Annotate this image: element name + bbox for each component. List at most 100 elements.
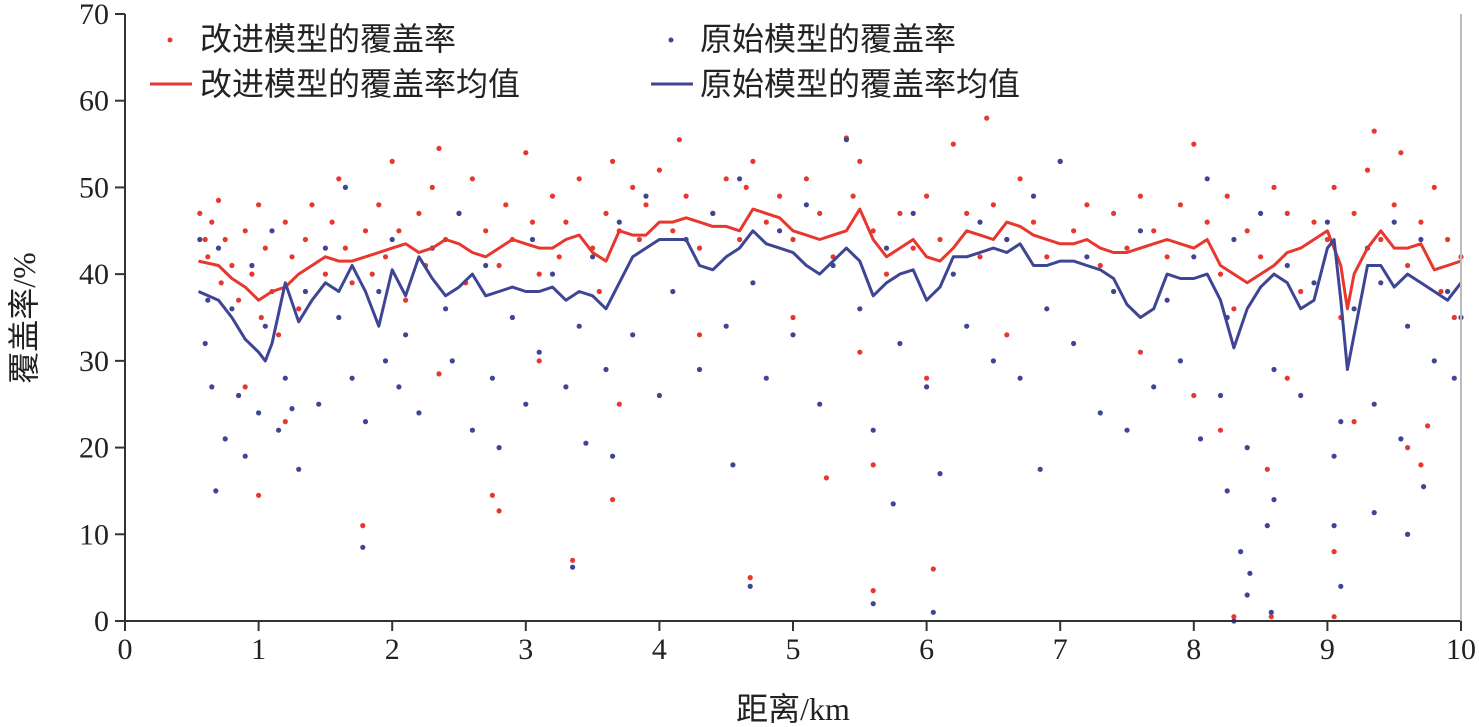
scatter-point-improved (396, 228, 402, 234)
legend-improved-dot (167, 37, 173, 43)
scatter-point-original (449, 358, 455, 364)
scatter-point-improved (1284, 210, 1290, 216)
scatter-point-improved (643, 202, 649, 208)
scatter-point-improved (1418, 219, 1424, 225)
scatter-point-original (937, 471, 943, 477)
scatter-point-improved (1268, 614, 1274, 620)
scatter-point-original (549, 271, 556, 277)
y-tick-label: 40 (79, 258, 109, 291)
x-axis-title: 距离/km (736, 691, 850, 727)
scatter-point-original (1124, 427, 1130, 433)
scatter-point-original (209, 384, 215, 390)
mean-line-improved (198, 207, 1462, 311)
y-tick-label: 30 (79, 345, 109, 378)
scatter-point-original (870, 601, 876, 607)
scatter-point-original (924, 384, 930, 390)
scatter-series-original (197, 137, 1464, 624)
scatter-point-improved (1177, 202, 1183, 208)
scatter-point-improved (910, 245, 916, 251)
scatter-point-original (1204, 176, 1210, 182)
scatter-point-original (950, 271, 956, 277)
scatter-point-improved (1405, 262, 1411, 269)
scatter-point-improved (1191, 392, 1197, 399)
scatter-point-original (656, 392, 663, 399)
scatter-point-original (643, 193, 649, 199)
scatter-point-improved (503, 202, 509, 208)
scatter-point-original (1378, 280, 1384, 286)
scatter-point-improved (489, 492, 495, 498)
scatter-point-original (322, 245, 328, 251)
x-tick-label: 0 (118, 633, 133, 666)
scatter-point-improved (529, 219, 536, 225)
scatter-point-original (213, 488, 219, 494)
scatter-point-original (1431, 358, 1437, 364)
scatter-point-original (1004, 236, 1010, 243)
scatter-point-improved (1017, 176, 1023, 182)
scatter-point-improved (857, 349, 863, 355)
scatter-point-improved (1284, 375, 1290, 381)
scatter-point-original (1351, 306, 1357, 312)
scatter-point-improved (823, 475, 830, 481)
scatter-point-improved (1231, 614, 1237, 620)
scatter-point-improved (1451, 314, 1457, 321)
scatter-point-original (496, 445, 502, 451)
scatter-point-original (1271, 497, 1277, 503)
scatter-point-improved (1431, 184, 1437, 190)
scatter-point-improved (897, 210, 903, 216)
scatter-point-original (489, 375, 495, 381)
scatter-point-original (1197, 436, 1204, 442)
scatter-point-improved (1137, 193, 1143, 199)
scatter-point-improved (256, 492, 262, 498)
y-tick-label: 10 (79, 518, 109, 551)
scatter-point-original (215, 245, 222, 251)
scatter-point-improved (1217, 271, 1224, 277)
scatter-point-improved (1217, 427, 1224, 433)
scatter-point-original (382, 358, 389, 364)
scatter-point-original (603, 366, 609, 373)
scatter-point-improved (262, 245, 268, 251)
scatter-point-improved (1364, 167, 1371, 173)
scatter-point-original (1405, 323, 1411, 329)
scatter-point-original (389, 236, 395, 243)
scatter-point-original (890, 501, 896, 507)
scatter-point-improved (416, 210, 422, 216)
scatter-point-original (1371, 509, 1377, 516)
scatter-point-improved (336, 176, 342, 182)
scatter-point-improved (496, 508, 502, 514)
scatter-point-improved (329, 219, 335, 225)
scatter-point-original (1151, 384, 1157, 390)
scatter-point-original (897, 340, 903, 347)
scatter-point-original (1268, 609, 1274, 615)
mean-lines-layer (197, 207, 1463, 371)
scatter-point-improved (610, 158, 616, 164)
scatter-point-original (529, 236, 536, 243)
scatter-point-improved (603, 210, 609, 216)
legend-original-dot (668, 37, 674, 43)
scatter-point-original (205, 297, 211, 303)
scatter-point-improved (249, 271, 255, 277)
scatter-point-improved (676, 137, 683, 143)
scatter-point-improved (1445, 236, 1451, 243)
scatter-point-original (236, 392, 242, 399)
scatter-point-original (616, 219, 622, 225)
scatter-point-original (1044, 306, 1050, 312)
scatter-point-original (282, 375, 288, 381)
y-tick-label: 60 (79, 85, 109, 118)
scatter-point-improved (1438, 288, 1444, 295)
scatter-point-improved (322, 271, 328, 277)
scatter-point-improved (610, 497, 616, 503)
scatter-point-improved (737, 236, 743, 243)
scatter-point-original (817, 401, 823, 407)
scatter-point-original (360, 544, 366, 550)
y-axis-title: 覆盖率/% (6, 252, 42, 384)
scatter-point-improved (523, 150, 529, 156)
scatter-point-improved (570, 557, 576, 563)
scatter-point-improved (342, 245, 348, 251)
scatter-point-improved (1378, 236, 1384, 243)
scatter-point-original (229, 306, 235, 312)
scatter-point-original (1231, 236, 1237, 243)
scatter-point-improved (436, 145, 442, 151)
scatter-point-improved (984, 115, 990, 121)
scatter-point-original (1331, 453, 1337, 459)
